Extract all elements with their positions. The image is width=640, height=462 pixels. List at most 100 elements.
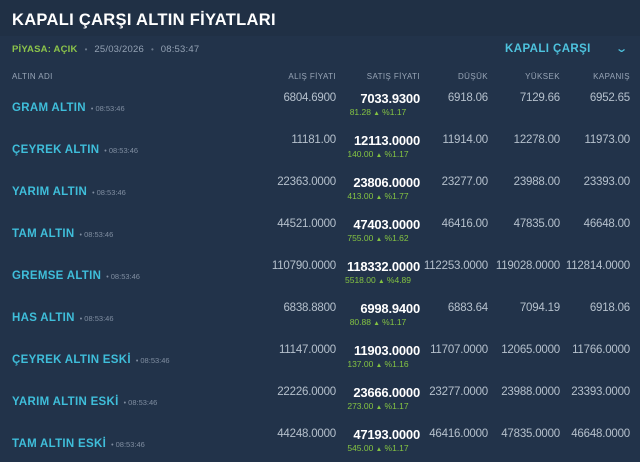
price-change: 140.00 ▲ %1.17 (336, 149, 420, 159)
change-amount: 80.88 (349, 317, 371, 327)
page-title: KAPALI ÇARŞI ALTIN FİYATLARI (12, 11, 276, 29)
high-price: 23988.00 (513, 176, 561, 188)
buy-price: 22363.0000 (277, 176, 336, 188)
asset-name: YARIM ALTIN ESKİ (12, 396, 119, 408)
asset-name: GREMSE ALTIN (12, 270, 102, 282)
asset-name: TAM ALTIN (12, 228, 75, 240)
close-price: 11766.0000 (572, 344, 630, 356)
column-header-altin-adi: ALTIN ADI (12, 72, 53, 81)
price-change: 755.00 ▲ %1.62 (336, 233, 420, 243)
sell-price: 12113.0000 (354, 133, 420, 148)
sell-price: 23666.0000 (353, 385, 420, 400)
sell-price-cell: 118332.0000 5518.00 ▲ %4.89 (336, 259, 420, 297)
asset-time-value: 08:53:46 (95, 104, 125, 113)
table-row[interactable]: HAS ALTIN • 08:53:46 6838.8800 6998.9400… (0, 297, 640, 339)
change-amount: 755.00 (347, 233, 374, 243)
asset-name-cell: YARIM ALTIN • 08:53:46 (10, 186, 246, 213)
high-price: 12065.0000 (501, 344, 560, 356)
asset-time-value: 08:53:46 (84, 230, 114, 239)
asset-name: YARIM ALTIN (12, 186, 88, 198)
title-bar: KAPALI ÇARŞI ALTIN FİYATLARI (0, 0, 640, 36)
close-price: 112814.0000 (565, 260, 630, 272)
change-percent: %1.17 (384, 149, 409, 159)
buy-price: 6838.8800 (283, 302, 336, 314)
sell-price: 6998.9400 (360, 301, 420, 316)
low-price: 6918.06 (447, 92, 488, 104)
price-change: 413.00 ▲ %1.77 (336, 191, 420, 201)
change-percent: %1.16 (384, 359, 409, 369)
table-body: GRAM ALTIN • 08:53:46 6804.6900 7033.930… (0, 87, 640, 462)
low-price: 11914.00 (442, 134, 488, 146)
chevron-down-icon: ⌄ (614, 42, 628, 55)
table-row[interactable]: TAM ALTIN ESKİ • 08:53:46 44248.0000 471… (0, 423, 640, 462)
buy-price: 6804.6900 (283, 92, 336, 104)
table-row[interactable]: ÇEYREK ALTIN • 08:53:46 11181.00 12113.0… (0, 129, 640, 171)
sell-price: 11903.0000 (354, 343, 420, 358)
asset-time-value: 08:53:46 (96, 188, 126, 197)
table-row[interactable]: ÇEYREK ALTIN ESKİ • 08:53:46 11147.0000 … (0, 339, 640, 381)
close-price: 46648.00 (583, 218, 631, 230)
sell-price: 47193.0000 (353, 427, 420, 442)
asset-name: ÇEYREK ALTIN (12, 144, 100, 156)
dot-separator-icon: • (92, 190, 95, 197)
up-arrow-icon: ▲ (375, 236, 383, 243)
high-price: 119028.0000 (495, 260, 560, 272)
change-amount: 413.00 (347, 191, 374, 201)
high-price: 7129.66 (519, 92, 560, 104)
low-price: 112253.0000 (423, 260, 488, 272)
up-arrow-icon: ▲ (375, 194, 383, 201)
close-price: 23393.00 (583, 176, 631, 188)
sell-price-cell: 47403.0000 755.00 ▲ %1.62 (336, 217, 420, 255)
price-change: 273.00 ▲ %1.17 (336, 401, 420, 411)
table-row[interactable]: GREMSE ALTIN • 08:53:46 110790.0000 1183… (0, 255, 640, 297)
time-label: 08:53:47 (160, 43, 200, 55)
table-row[interactable]: YARIM ALTIN ESKİ • 08:53:46 22226.0000 2… (0, 381, 640, 423)
high-price: 47835.0000 (501, 428, 560, 440)
price-change: 81.28 ▲ %1.17 (336, 107, 420, 117)
low-price: 11707.0000 (430, 344, 488, 356)
column-header-kapanis: KAPANIŞ (593, 72, 630, 81)
dot-separator-icon: • (90, 106, 94, 113)
high-price: 12278.00 (513, 134, 561, 146)
sell-price: 23806.0000 (353, 175, 420, 190)
change-percent: %1.77 (384, 191, 409, 201)
dot-separator-icon: • (106, 274, 109, 281)
low-price: 46416.00 (441, 218, 489, 230)
sell-price-cell: 23806.0000 413.00 ▲ %1.77 (336, 175, 420, 213)
buy-price: 44521.0000 (277, 218, 336, 230)
change-amount: 140.00 (347, 149, 374, 159)
close-price: 6918.06 (589, 302, 630, 314)
buy-price: 22226.0000 (277, 386, 336, 398)
sell-price-cell: 6998.9400 80.88 ▲ %1.17 (336, 301, 420, 339)
up-arrow-icon: ▲ (373, 110, 380, 117)
asset-name: GRAM ALTIN (12, 102, 86, 114)
table-header-row: ALTIN ADI ALIŞ FİYATI SATIŞ FİYATI DÜŞÜK… (0, 64, 640, 87)
asset-time-value: 08:53:46 (128, 398, 158, 407)
table-row[interactable]: YARIM ALTIN • 08:53:46 22363.0000 23806.… (0, 171, 640, 213)
change-percent: %1.17 (382, 317, 407, 327)
dot-separator-icon: • (79, 316, 83, 323)
asset-update-time: • 08:53:46 (106, 272, 140, 281)
buy-price: 11181.00 (291, 134, 336, 146)
table-row[interactable]: GRAM ALTIN • 08:53:46 6804.6900 7033.930… (0, 87, 640, 129)
up-arrow-icon: ▲ (375, 152, 383, 159)
up-arrow-icon: ▲ (373, 320, 380, 327)
sell-price: 118332.0000 (347, 259, 420, 274)
market-selector-dropdown[interactable]: KAPALI ÇARŞI ⌄ (505, 42, 628, 55)
sell-price: 47403.0000 (353, 217, 420, 232)
sell-price: 7033.9300 (360, 91, 420, 106)
asset-time-value: 08:53:46 (115, 440, 145, 449)
buy-price: 11147.0000 (278, 344, 336, 356)
change-amount: 545.00 (347, 443, 374, 453)
asset-update-time: • 08:53:46 (111, 440, 145, 449)
market-status-label: PİYASA: AÇIK (12, 43, 78, 55)
table-row[interactable]: TAM ALTIN • 08:53:46 44521.0000 47403.00… (0, 213, 640, 255)
column-header-dusuk: DÜŞÜK (457, 72, 488, 81)
low-price: 23277.0000 (429, 386, 488, 398)
asset-name: HAS ALTIN (12, 312, 75, 324)
sell-price-cell: 11903.0000 137.00 ▲ %1.16 (336, 343, 420, 381)
asset-name-cell: TAM ALTIN ESKİ • 08:53:46 (10, 438, 246, 462)
low-price: 23277.00 (441, 176, 489, 188)
change-percent: %1.17 (382, 107, 407, 117)
high-price: 47835.00 (513, 218, 561, 230)
